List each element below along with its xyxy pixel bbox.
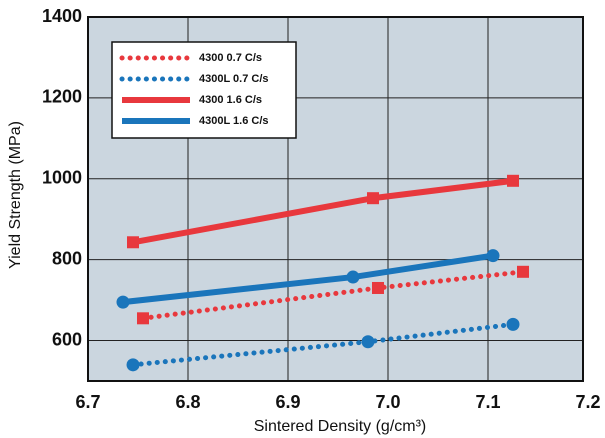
legend-label: 4300 1.6 C/s	[199, 94, 262, 106]
x-tick-label: 7.1	[475, 392, 500, 412]
x-tick-label: 6.7	[75, 392, 100, 412]
y-tick-label: 600	[52, 329, 82, 349]
marker	[372, 281, 384, 294]
y-tick-label: 1200	[42, 87, 82, 107]
y-tick-label: 800	[52, 248, 82, 268]
marker	[506, 317, 520, 331]
legend-label: 4300 0.7 C/s	[199, 52, 262, 64]
marker	[486, 249, 500, 263]
marker	[116, 295, 130, 309]
marker	[126, 358, 140, 372]
marker	[346, 270, 360, 284]
marker	[507, 174, 519, 187]
y-tick-label: 1000	[42, 168, 82, 188]
x-tick-label: 7.2	[575, 392, 600, 412]
legend-label: 4300L 1.6 C/s	[199, 115, 269, 127]
marker	[367, 192, 379, 205]
legend-label: 4300L 0.7 C/s	[199, 73, 269, 85]
plot-frame	[87, 16, 584, 382]
marker	[517, 265, 529, 278]
y-tick-label: 1400	[42, 6, 82, 26]
legend: 4300 0.7 C/s 4300L 0.7 C/s 4300 1.6 C/s 430…	[111, 41, 297, 139]
x-axis-label: Sintered Density (g/cm³)	[254, 418, 427, 435]
marker	[127, 236, 139, 249]
x-tick-label: 6.8	[175, 392, 200, 412]
marker	[137, 312, 149, 325]
x-tick-label: 6.9	[275, 392, 300, 412]
marker	[361, 335, 375, 349]
x-tick-label: 7.0	[375, 392, 400, 412]
y-axis-label: Yield Strength (MPa)	[7, 121, 24, 269]
